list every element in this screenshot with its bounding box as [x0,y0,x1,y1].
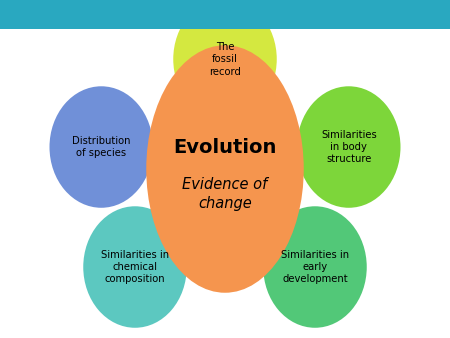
Text: The
fossil
record: The fossil record [209,42,241,76]
Ellipse shape [173,0,277,120]
Ellipse shape [83,206,187,328]
Text: Similarities in
early
development: Similarities in early development [281,250,349,284]
Ellipse shape [146,45,304,293]
Ellipse shape [263,206,367,328]
Text: Similarities
in body
structure: Similarities in body structure [321,130,377,164]
Text: Distribution
of species: Distribution of species [72,136,130,158]
Ellipse shape [297,86,400,208]
Text: Evolution: Evolution [173,138,277,156]
Text: Evidence of
change: Evidence of change [182,177,268,212]
Text: Similarities in
chemical
composition: Similarities in chemical composition [101,250,169,284]
Ellipse shape [50,86,153,208]
Bar [0,0,450,29]
